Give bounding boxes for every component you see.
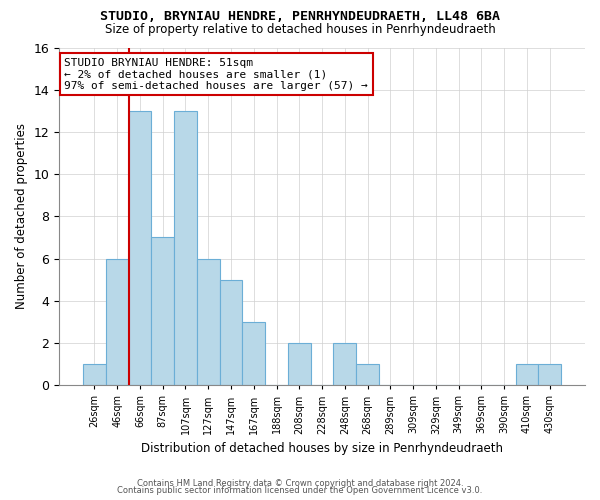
Bar: [220, 280, 242, 386]
Bar: [288, 343, 311, 386]
Bar: [174, 111, 197, 386]
Bar: [334, 343, 356, 386]
Text: STUDIO, BRYNIAU HENDRE, PENRHYNDEUDRAETH, LL48 6BA: STUDIO, BRYNIAU HENDRE, PENRHYNDEUDRAETH…: [100, 10, 500, 23]
Y-axis label: Number of detached properties: Number of detached properties: [15, 124, 28, 310]
Text: Contains public sector information licensed under the Open Government Licence v3: Contains public sector information licen…: [118, 486, 482, 495]
Bar: [538, 364, 561, 386]
Bar: [128, 111, 151, 386]
Bar: [106, 258, 128, 386]
Text: Contains HM Land Registry data © Crown copyright and database right 2024.: Contains HM Land Registry data © Crown c…: [137, 478, 463, 488]
Bar: [83, 364, 106, 386]
Bar: [242, 322, 265, 386]
Bar: [197, 258, 220, 386]
Text: STUDIO BRYNIAU HENDRE: 51sqm
← 2% of detached houses are smaller (1)
97% of semi: STUDIO BRYNIAU HENDRE: 51sqm ← 2% of det…: [64, 58, 368, 91]
X-axis label: Distribution of detached houses by size in Penrhyndeudraeth: Distribution of detached houses by size …: [141, 442, 503, 455]
Bar: [151, 238, 174, 386]
Bar: [356, 364, 379, 386]
Bar: [515, 364, 538, 386]
Text: Size of property relative to detached houses in Penrhyndeudraeth: Size of property relative to detached ho…: [104, 22, 496, 36]
